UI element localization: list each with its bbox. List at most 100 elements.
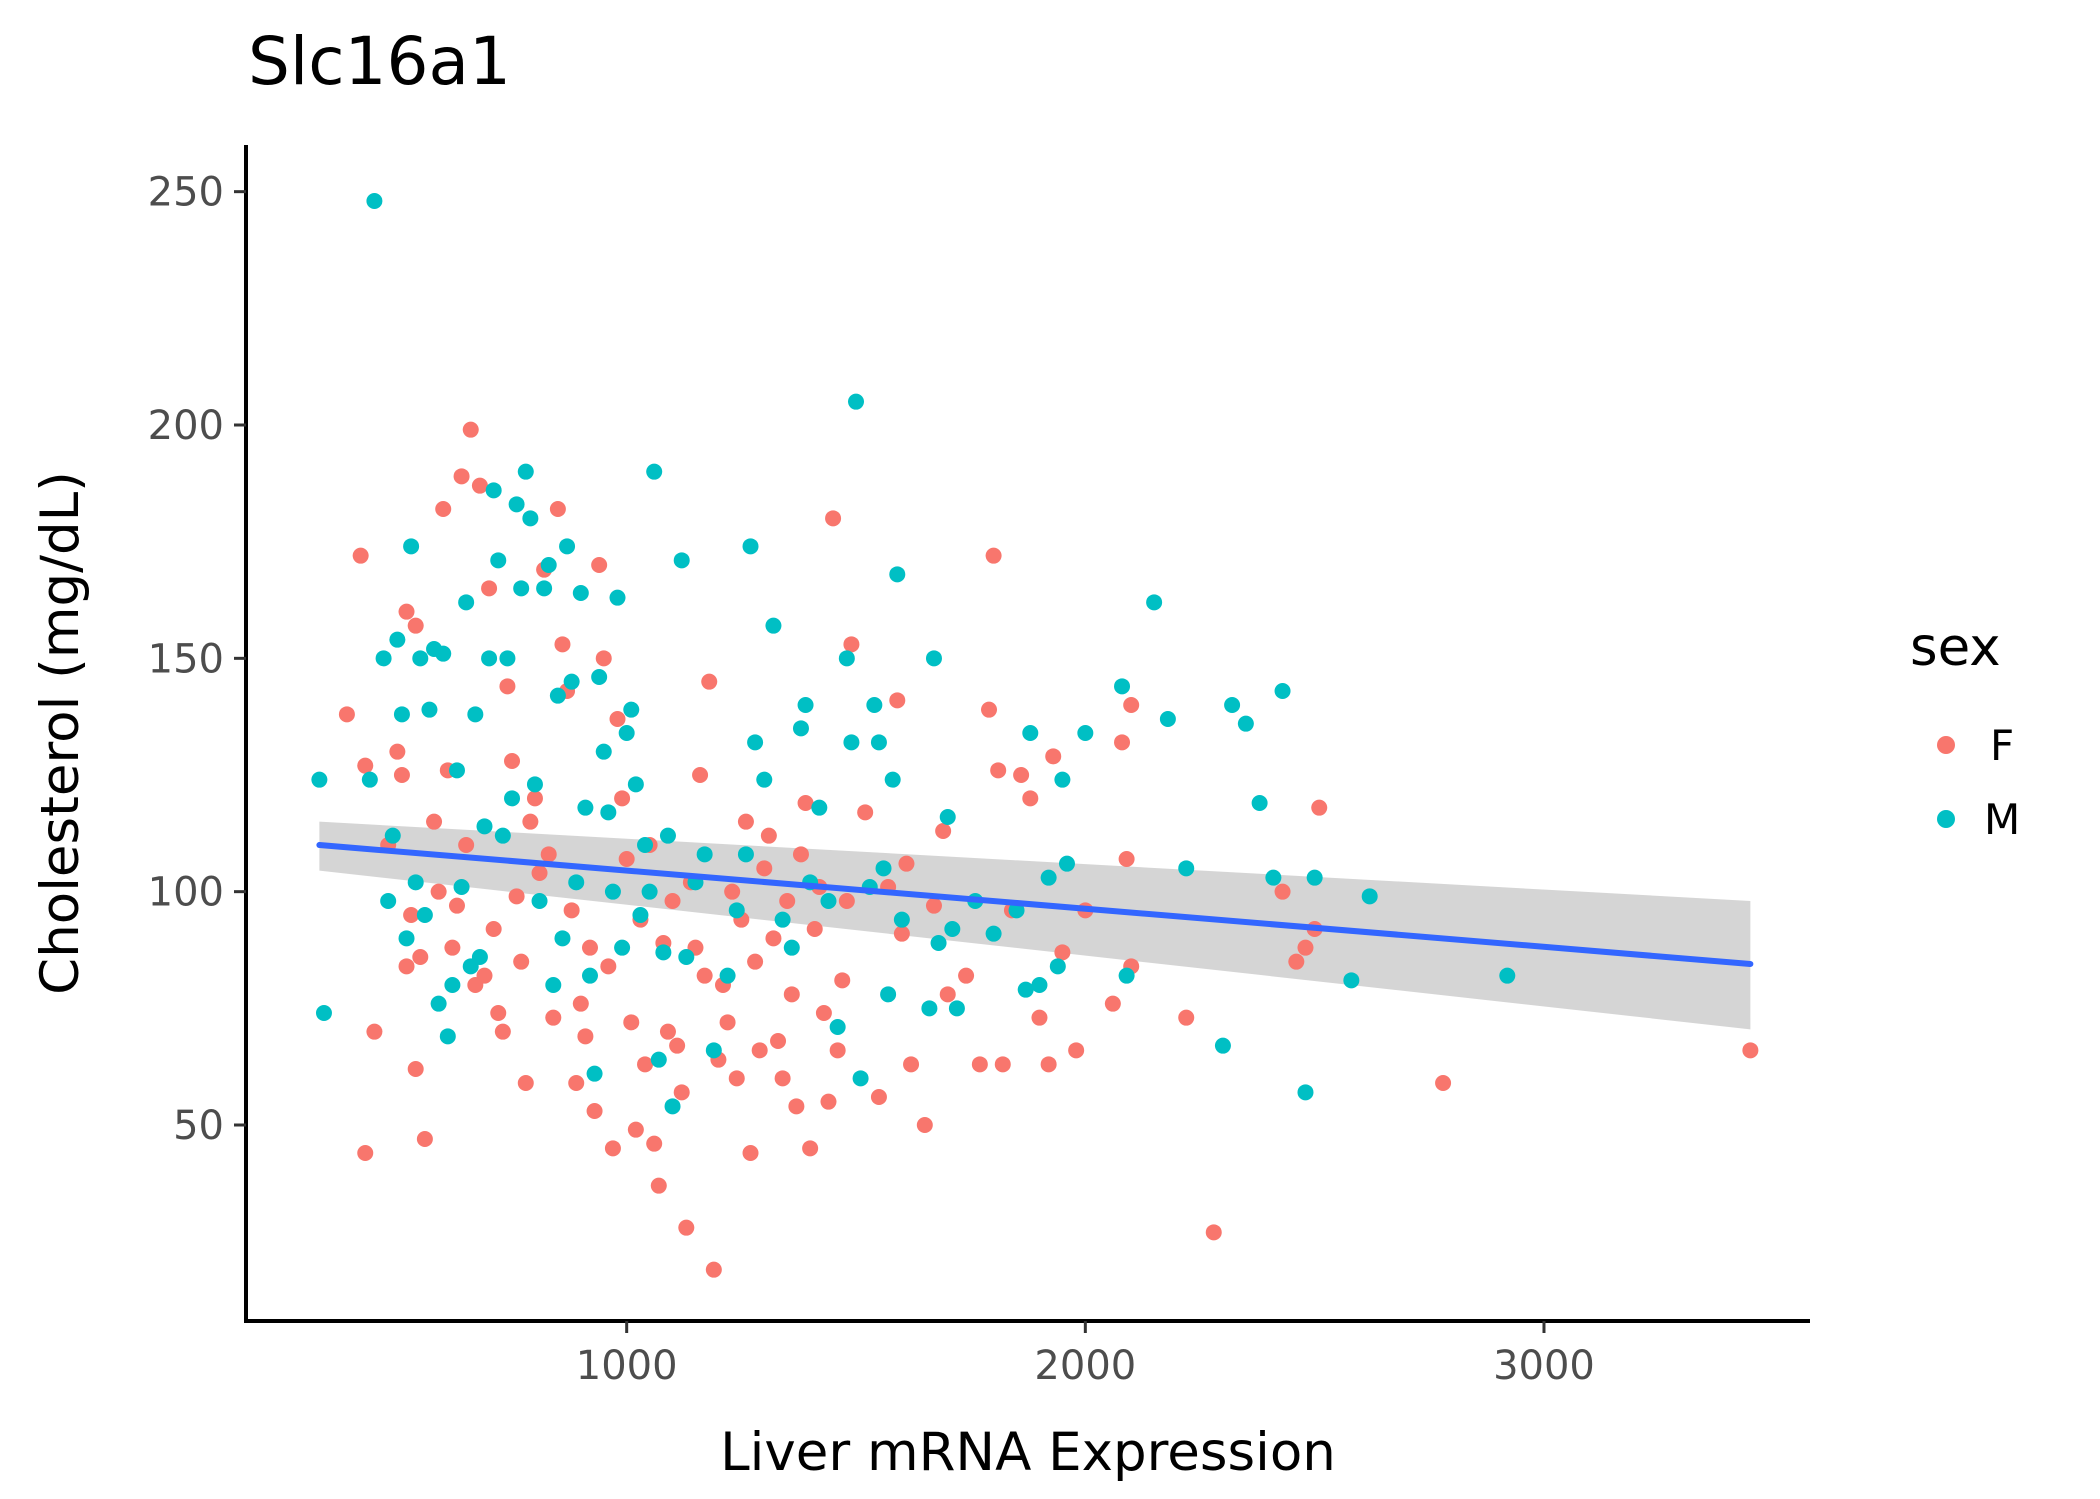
point-f-104 (834, 972, 851, 989)
point-f-92 (779, 893, 796, 909)
point-m-95 (875, 860, 892, 877)
legend-title: sex (1910, 617, 2001, 678)
point-m-69 (678, 949, 695, 965)
point-m-68 (673, 552, 690, 569)
point-m-16 (430, 995, 447, 1012)
point-f-42 (549, 501, 566, 517)
point-m-117 (1114, 678, 1131, 695)
point-m-87 (829, 1019, 846, 1035)
point-f-64 (650, 1177, 667, 1194)
point-f-112 (898, 855, 915, 872)
point-f-16 (430, 883, 447, 900)
point-f-83 (737, 813, 754, 830)
y-tick-label-200: 200 (148, 403, 224, 449)
point-m-101 (925, 650, 942, 667)
point-m-124 (1237, 715, 1254, 732)
point-f-15 (426, 813, 443, 830)
point-f-58 (623, 1014, 640, 1031)
point-m-121 (1178, 860, 1195, 877)
point-m-54 (604, 883, 621, 900)
point-m-25 (471, 949, 488, 965)
point-f-23 (462, 421, 479, 438)
point-f-105 (838, 893, 855, 909)
trend-line (316, 842, 1754, 967)
point-m-13 (416, 907, 433, 923)
point-f-45 (563, 902, 580, 919)
legend-label-f: F (1990, 721, 2014, 770)
point-f-35 (517, 1075, 534, 1091)
y-tick-label-250: 250 (148, 170, 224, 216)
point-m-28 (485, 482, 502, 499)
point-f-2 (357, 757, 374, 774)
point-f-30 (494, 1023, 511, 1040)
point-f-144 (1311, 799, 1328, 816)
point-m-43 (554, 930, 571, 947)
point-f-40 (540, 846, 557, 863)
point-m-123 (1224, 697, 1241, 713)
point-m-94 (870, 734, 887, 751)
point-f-90 (770, 1033, 787, 1049)
point-f-91 (774, 1070, 791, 1087)
point-m-62 (641, 883, 658, 900)
point-f-43 (554, 636, 571, 653)
point-f-120 (981, 701, 998, 718)
point-f-51 (591, 557, 608, 573)
point-f-19 (444, 939, 461, 956)
point-m-107 (985, 925, 1002, 942)
point-m-11 (407, 874, 424, 891)
point-m-50 (586, 1065, 603, 1082)
point-m-120 (1159, 711, 1176, 727)
point-m-75 (737, 846, 754, 863)
point-f-135 (1118, 851, 1135, 867)
point-f-116 (935, 823, 952, 839)
point-m-61 (637, 837, 654, 853)
point-f-14 (416, 1131, 433, 1147)
point-m-67 (664, 1098, 681, 1115)
y-axis-title: Cholesterol (mg/dL) (30, 471, 91, 995)
point-m-22 (458, 594, 475, 611)
point-m-76 (742, 538, 759, 555)
point-f-134 (1114, 734, 1131, 751)
point-m-0 (311, 771, 328, 788)
point-f-70 (678, 1219, 695, 1236)
point-f-94 (788, 1098, 805, 1115)
point-f-31 (499, 678, 516, 695)
point-f-12 (412, 949, 429, 965)
point-m-51 (591, 669, 608, 685)
trend-line-layer (316, 842, 1754, 967)
point-m-19 (444, 977, 461, 993)
point-m-102 (930, 935, 947, 951)
point-f-107 (857, 804, 874, 821)
point-m-35 (517, 463, 534, 480)
point-f-79 (719, 1014, 736, 1031)
point-m-130 (1343, 972, 1360, 989)
point-f-146 (1742, 1042, 1759, 1059)
point-m-64 (650, 1051, 667, 1068)
point-m-17 (435, 645, 452, 662)
point-f-38 (531, 865, 548, 881)
point-m-79 (765, 617, 782, 634)
point-f-130 (1054, 944, 1071, 961)
point-f-33 (508, 888, 525, 905)
point-m-119 (1146, 594, 1163, 611)
point-f-55 (609, 711, 626, 727)
point-f-93 (783, 986, 800, 1003)
point-f-89 (765, 930, 782, 947)
point-f-126 (1022, 790, 1039, 807)
point-f-36 (522, 813, 539, 830)
point-m-73 (719, 967, 736, 984)
point-f-1 (338, 706, 355, 723)
point-f-118 (958, 967, 975, 984)
point-f-113 (903, 1056, 920, 1073)
point-m-103 (939, 809, 956, 825)
point-m-96 (880, 986, 897, 1003)
point-f-10 (398, 958, 415, 975)
point-f-119 (971, 1056, 988, 1073)
point-f-114 (916, 1117, 933, 1133)
point-m-29 (490, 552, 507, 569)
point-f-127 (1031, 1009, 1048, 1026)
point-m-112 (1040, 869, 1057, 886)
point-m-80 (774, 911, 791, 928)
point-m-89 (843, 734, 860, 751)
point-f-26 (476, 967, 493, 984)
